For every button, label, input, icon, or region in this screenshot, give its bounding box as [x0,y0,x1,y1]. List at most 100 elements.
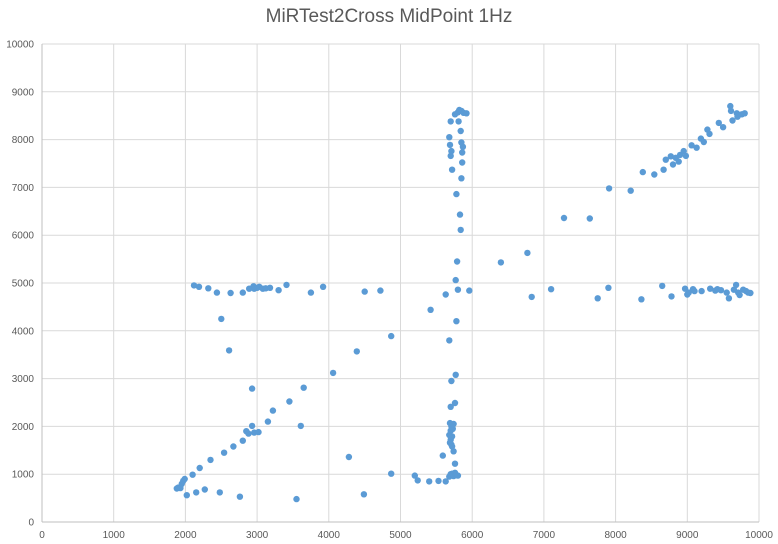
data-point [329,369,337,377]
data-point [594,295,601,302]
data-point [727,102,734,110]
data-point [297,422,304,430]
data-point [466,287,473,294]
data-point [448,166,456,173]
data-point [454,472,462,479]
data-point [293,495,300,503]
data-point [639,168,646,176]
x-tick-label: 8000 [604,530,627,541]
y-tick-label: 3000 [12,374,35,385]
data-point [717,287,725,294]
data-point [183,492,190,499]
data-point [682,152,690,160]
data-point [651,171,658,178]
data-point [741,110,748,117]
data-point [659,282,666,290]
data-point [447,118,454,125]
axes [41,44,759,523]
x-tick-label: 3000 [246,530,269,541]
data-point [448,147,455,155]
data-point [463,110,470,117]
data-point [547,286,555,293]
data-point [452,371,459,378]
data-point [700,138,707,146]
data-point [560,214,568,222]
data-point [439,452,446,459]
x-tick-label: 9000 [676,530,699,541]
data-point [353,348,360,355]
data-point [388,332,395,340]
data-point [388,470,395,477]
data-point [248,422,256,430]
data-point [680,147,687,155]
data-point [693,144,700,151]
data-point [451,460,459,467]
data-point [213,289,221,296]
data-point [685,289,692,296]
data-point [266,284,274,291]
data-point [181,475,188,483]
data-point [446,134,453,141]
data-point [528,293,535,301]
data-point [227,289,234,297]
data-point [307,289,315,296]
data-point [452,276,459,284]
y-tick-label: 1000 [12,470,35,481]
x-tick-label: 6000 [461,530,484,541]
data-point [427,306,434,313]
data-point [245,430,252,437]
data-point [715,119,722,127]
x-tick-label: 1000 [103,530,126,541]
data-point [719,124,727,131]
data-point [450,448,457,455]
y-tick-label: 8000 [12,135,35,146]
data-point [662,156,669,163]
data-point [605,185,613,192]
data-point [377,287,384,294]
data-point [459,149,466,156]
y-tick-label: 10000 [6,40,34,51]
data-point [732,281,740,289]
data-point [426,478,433,485]
data-point [446,141,454,149]
data-point [230,443,237,450]
data-point [660,166,667,173]
data-point [605,284,612,291]
data-point [248,385,256,392]
data-point [195,283,203,290]
data-point [638,296,645,303]
x-axis-ticks: 0 1000 2000 3000 4000 5000 6000 7000 8000 9000 100… [39,530,773,541]
data-point [497,259,505,266]
data-point [286,398,293,405]
data-point [448,443,456,450]
data-point [451,399,459,407]
y-tick-label: 0 [28,518,34,529]
data-point [586,215,593,222]
x-tick-label: 10000 [745,530,773,541]
data-point [450,420,457,428]
data-points [173,102,754,503]
y-tick-label: 6000 [12,231,35,242]
data-point [458,175,465,182]
data-point [736,291,743,299]
chart-title: MiRTest2Cross MidPoint 1Hz [265,6,513,27]
data-point [207,456,214,464]
data-point [447,403,454,410]
data-point [707,285,714,292]
data-point [456,211,464,218]
data-point [453,318,460,325]
x-tick-label: 7000 [533,530,556,541]
y-tick-label: 9000 [12,87,35,98]
data-point [283,281,290,289]
y-tick-label: 2000 [12,422,35,433]
y-axis-ticks: 0 1000 2000 3000 4000 5000 6000 7000 8000 9000 100… [6,40,34,529]
data-point [453,258,461,265]
y-tick-label: 4000 [12,326,35,337]
data-point [190,282,198,289]
data-point [729,117,736,124]
data-point [205,285,212,292]
data-point [458,139,465,146]
x-tick-label: 0 [39,530,45,541]
data-point [442,478,449,485]
